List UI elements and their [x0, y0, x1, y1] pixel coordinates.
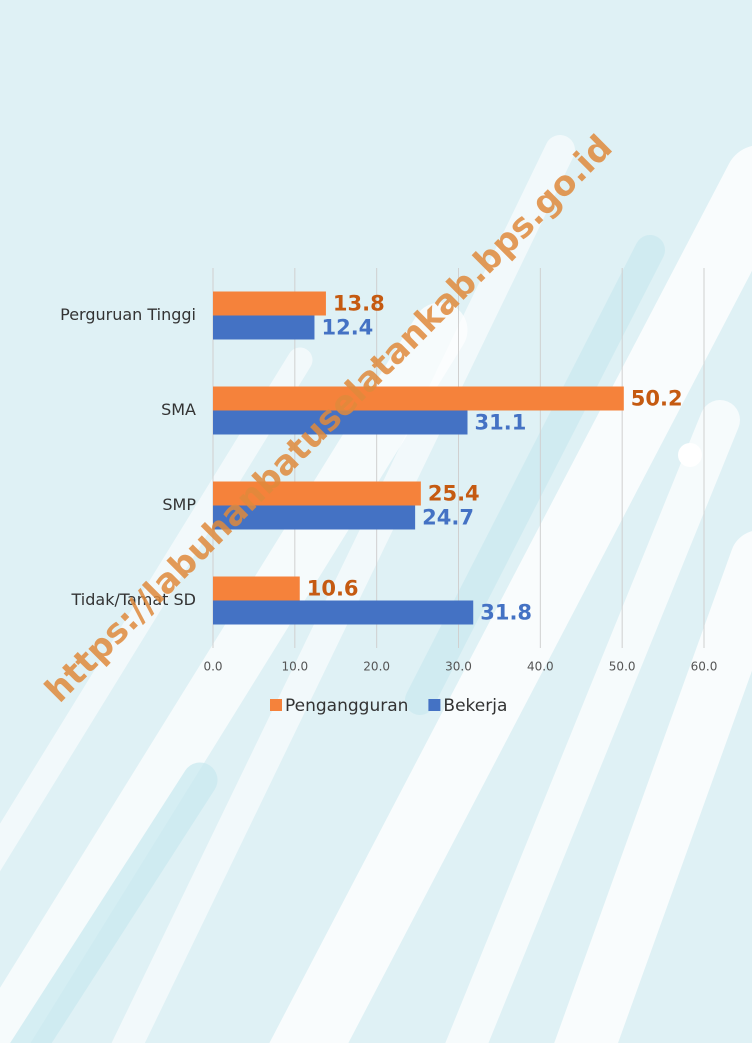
x-tick-label: 40.0	[527, 660, 554, 674]
data-label: 31.8	[480, 601, 532, 625]
data-label: 25.4	[428, 482, 480, 506]
bar	[213, 315, 315, 340]
data-label: 10.6	[307, 577, 359, 601]
bar	[213, 291, 326, 316]
y-tick-label: Tidak/Tamat SD	[71, 590, 197, 609]
x-tick-label: 0.0	[203, 660, 222, 674]
legend-swatch	[428, 699, 441, 711]
data-label: 31.1	[475, 411, 527, 435]
y-tick-label: SMA	[161, 400, 196, 419]
legend-label: Bekerja	[443, 696, 507, 716]
y-tick-label: SMP	[162, 495, 196, 514]
legend-label: Pengangguran	[285, 696, 408, 716]
data-label: 24.7	[422, 506, 474, 530]
legend-swatch	[270, 699, 282, 711]
x-tick-label: 30.0	[445, 660, 472, 674]
data-label: 50.2	[631, 387, 683, 411]
bar	[213, 481, 421, 506]
bar	[213, 410, 468, 435]
background-decoration	[0, 135, 752, 1043]
bar	[213, 386, 624, 411]
x-tick-label: 20.0	[363, 660, 390, 674]
x-tick-label: 50.0	[609, 660, 636, 674]
bar	[213, 576, 300, 601]
bar	[213, 600, 474, 625]
data-label: 13.8	[333, 292, 385, 316]
bar	[213, 505, 416, 530]
x-tick-label: 10.0	[281, 660, 308, 674]
x-tick-label: 60.0	[691, 660, 718, 674]
data-label: 12.4	[321, 316, 373, 340]
y-tick-label: Perguruan Tinggi	[60, 305, 196, 324]
